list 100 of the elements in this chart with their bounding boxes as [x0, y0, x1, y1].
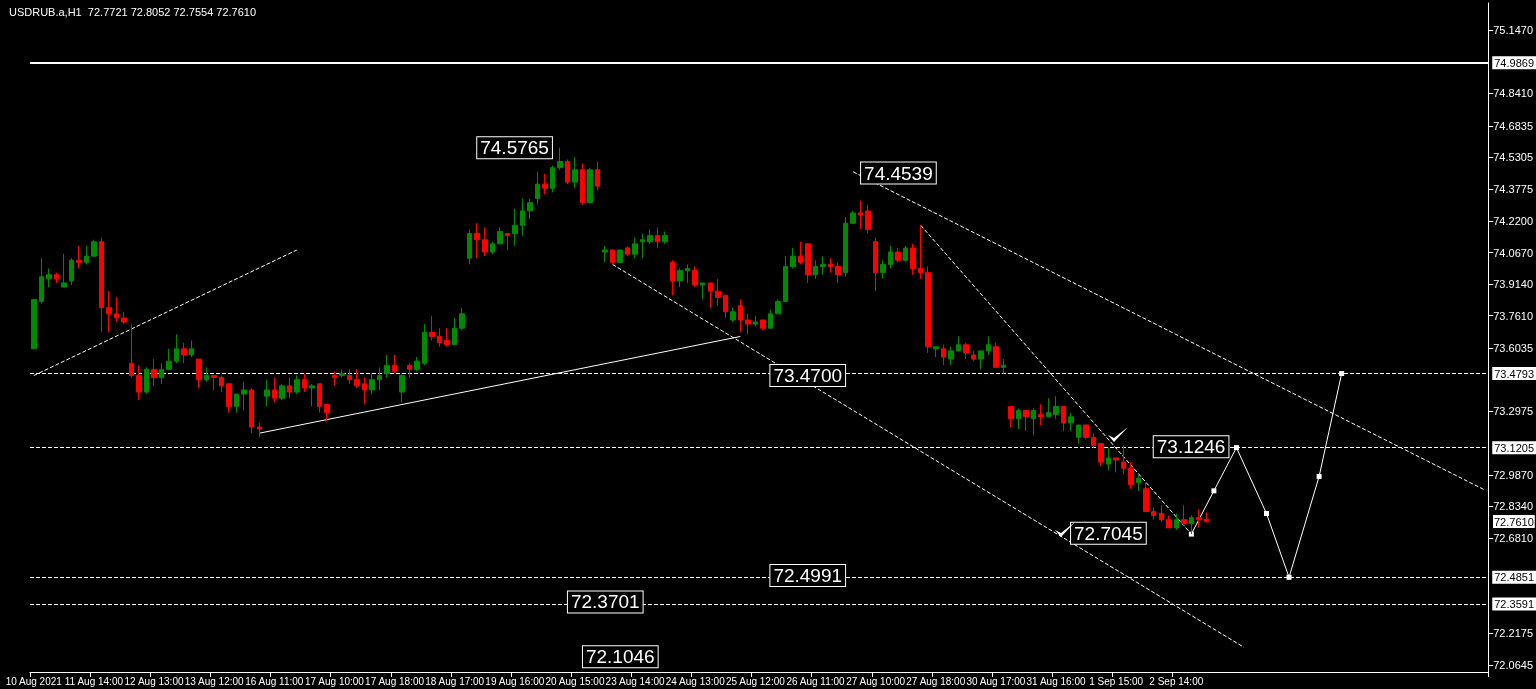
- candlestick: [1046, 397, 1051, 418]
- candlestick: [632, 237, 638, 259]
- candlestick: [384, 354, 390, 379]
- candlestick: [843, 216, 848, 278]
- candlestick: [392, 354, 397, 375]
- x-tick-label: 19 Aug 16:00: [485, 675, 545, 687]
- candlestick: [467, 228, 472, 265]
- x-tick-label: 17 Aug 18:00: [365, 675, 425, 687]
- x-tick-label: 26 Aug 11:00: [786, 675, 846, 687]
- candlestick: [1174, 513, 1179, 531]
- candlestick: [986, 335, 991, 356]
- point: [1316, 473, 1322, 479]
- point: [1188, 531, 1194, 537]
- candlestick: [527, 198, 533, 220]
- annotation: 73.1246: [1156, 436, 1226, 458]
- candlestick: [880, 259, 886, 280]
- candlestick: [1061, 405, 1066, 432]
- point: [1264, 511, 1269, 516]
- candlestick: [39, 257, 44, 305]
- candlestick: [662, 230, 668, 245]
- candlestick: [655, 226, 660, 249]
- candlestick: [670, 259, 675, 296]
- candlestick: [324, 403, 330, 422]
- candlestick: [948, 346, 954, 366]
- x-tick-label: 27 Aug 10:00: [846, 675, 906, 687]
- candlestick: [287, 377, 292, 399]
- candlestick: [903, 245, 908, 263]
- candlestick: [715, 278, 721, 307]
- y-tick-label: 72.9870: [1493, 469, 1533, 482]
- candlestick: [1008, 405, 1014, 428]
- candlestick: [482, 226, 488, 257]
- candlestick: [768, 309, 773, 329]
- candlestick: [294, 375, 300, 395]
- candlestick: [873, 237, 878, 292]
- candlestick: [264, 379, 270, 407]
- x-tick-label: 11 Aug 14:00: [64, 675, 124, 687]
- candlestick: [805, 243, 811, 284]
- candlestick: [1053, 395, 1059, 420]
- text: 72.7610: [1494, 515, 1534, 528]
- candlestick: [1091, 432, 1096, 449]
- x-tick-label: 31 Aug 16:00: [1026, 675, 1086, 687]
- ref-line-label: 74.9869: [1494, 56, 1534, 69]
- candlestick: [783, 255, 788, 302]
- candlestick: [1031, 408, 1036, 436]
- candlestick: [414, 356, 420, 372]
- candlestick: [129, 323, 134, 379]
- ref-line-label: 73.4793: [1494, 367, 1534, 380]
- candlestick: [1113, 457, 1119, 473]
- candlestick: [760, 319, 766, 331]
- y-tick-label: 75.1470: [1493, 24, 1533, 37]
- candlestick: [775, 298, 781, 315]
- candlestick: [1068, 412, 1074, 432]
- candlestick: [535, 171, 540, 206]
- candlestick: [1136, 473, 1141, 492]
- candlestick: [121, 311, 127, 325]
- candlestick: [993, 342, 999, 368]
- candlestick: [790, 247, 796, 270]
- annotation: 74.4539: [864, 162, 933, 184]
- candlestick: [1128, 461, 1134, 490]
- candlestick: [520, 198, 525, 237]
- candlestick: [1166, 515, 1172, 529]
- candlestick: [309, 383, 315, 407]
- candlestick: [497, 226, 503, 245]
- candlestick: [99, 237, 104, 333]
- x-tick-label: 25 Aug 12:00: [725, 675, 786, 687]
- candlestick: [159, 362, 164, 385]
- candlestick: [865, 204, 871, 235]
- annotation: 73.4700: [773, 365, 843, 387]
- candlestick: [46, 268, 52, 288]
- candlestick: [54, 272, 59, 284]
- candlestick: [692, 265, 698, 288]
- point: [1211, 488, 1217, 494]
- candlestick: [1121, 445, 1126, 475]
- candlestick: [813, 259, 818, 280]
- candlestick: [226, 383, 232, 414]
- y-tick-label: 73.6035: [1493, 342, 1533, 355]
- candlestick: [1076, 424, 1081, 445]
- candlestick: [730, 307, 736, 323]
- candlestick: [1083, 424, 1089, 440]
- candlestick: [828, 257, 833, 274]
- candlestick: [640, 233, 645, 259]
- ref-line-label: 72.4851: [1494, 571, 1534, 584]
- candlestick: [144, 366, 149, 395]
- candlestick: [181, 342, 187, 364]
- candlestick: [317, 383, 322, 414]
- x-tick-label: 16 Aug 11:00: [245, 675, 304, 687]
- x-tick-label: 17 Aug 10:00: [304, 675, 365, 687]
- candlestick: [1181, 504, 1187, 527]
- candlestick: [753, 315, 758, 327]
- x-tick-label: 24 Aug 13:00: [665, 675, 726, 687]
- chart-title: USDRUB.a,H1 72.7721 72.8052 72.7554 72.7610: [9, 5, 257, 18]
- x-tick-label: 27 Aug 18:00: [906, 675, 966, 687]
- candlestick: [512, 208, 518, 247]
- candlestick: [279, 383, 285, 401]
- candlestick: [362, 377, 367, 405]
- candlestick: [745, 313, 751, 335]
- candlestick: [565, 158, 570, 185]
- candlestick: [550, 165, 555, 193]
- candlestick: [189, 340, 194, 358]
- candlestick: [302, 373, 307, 393]
